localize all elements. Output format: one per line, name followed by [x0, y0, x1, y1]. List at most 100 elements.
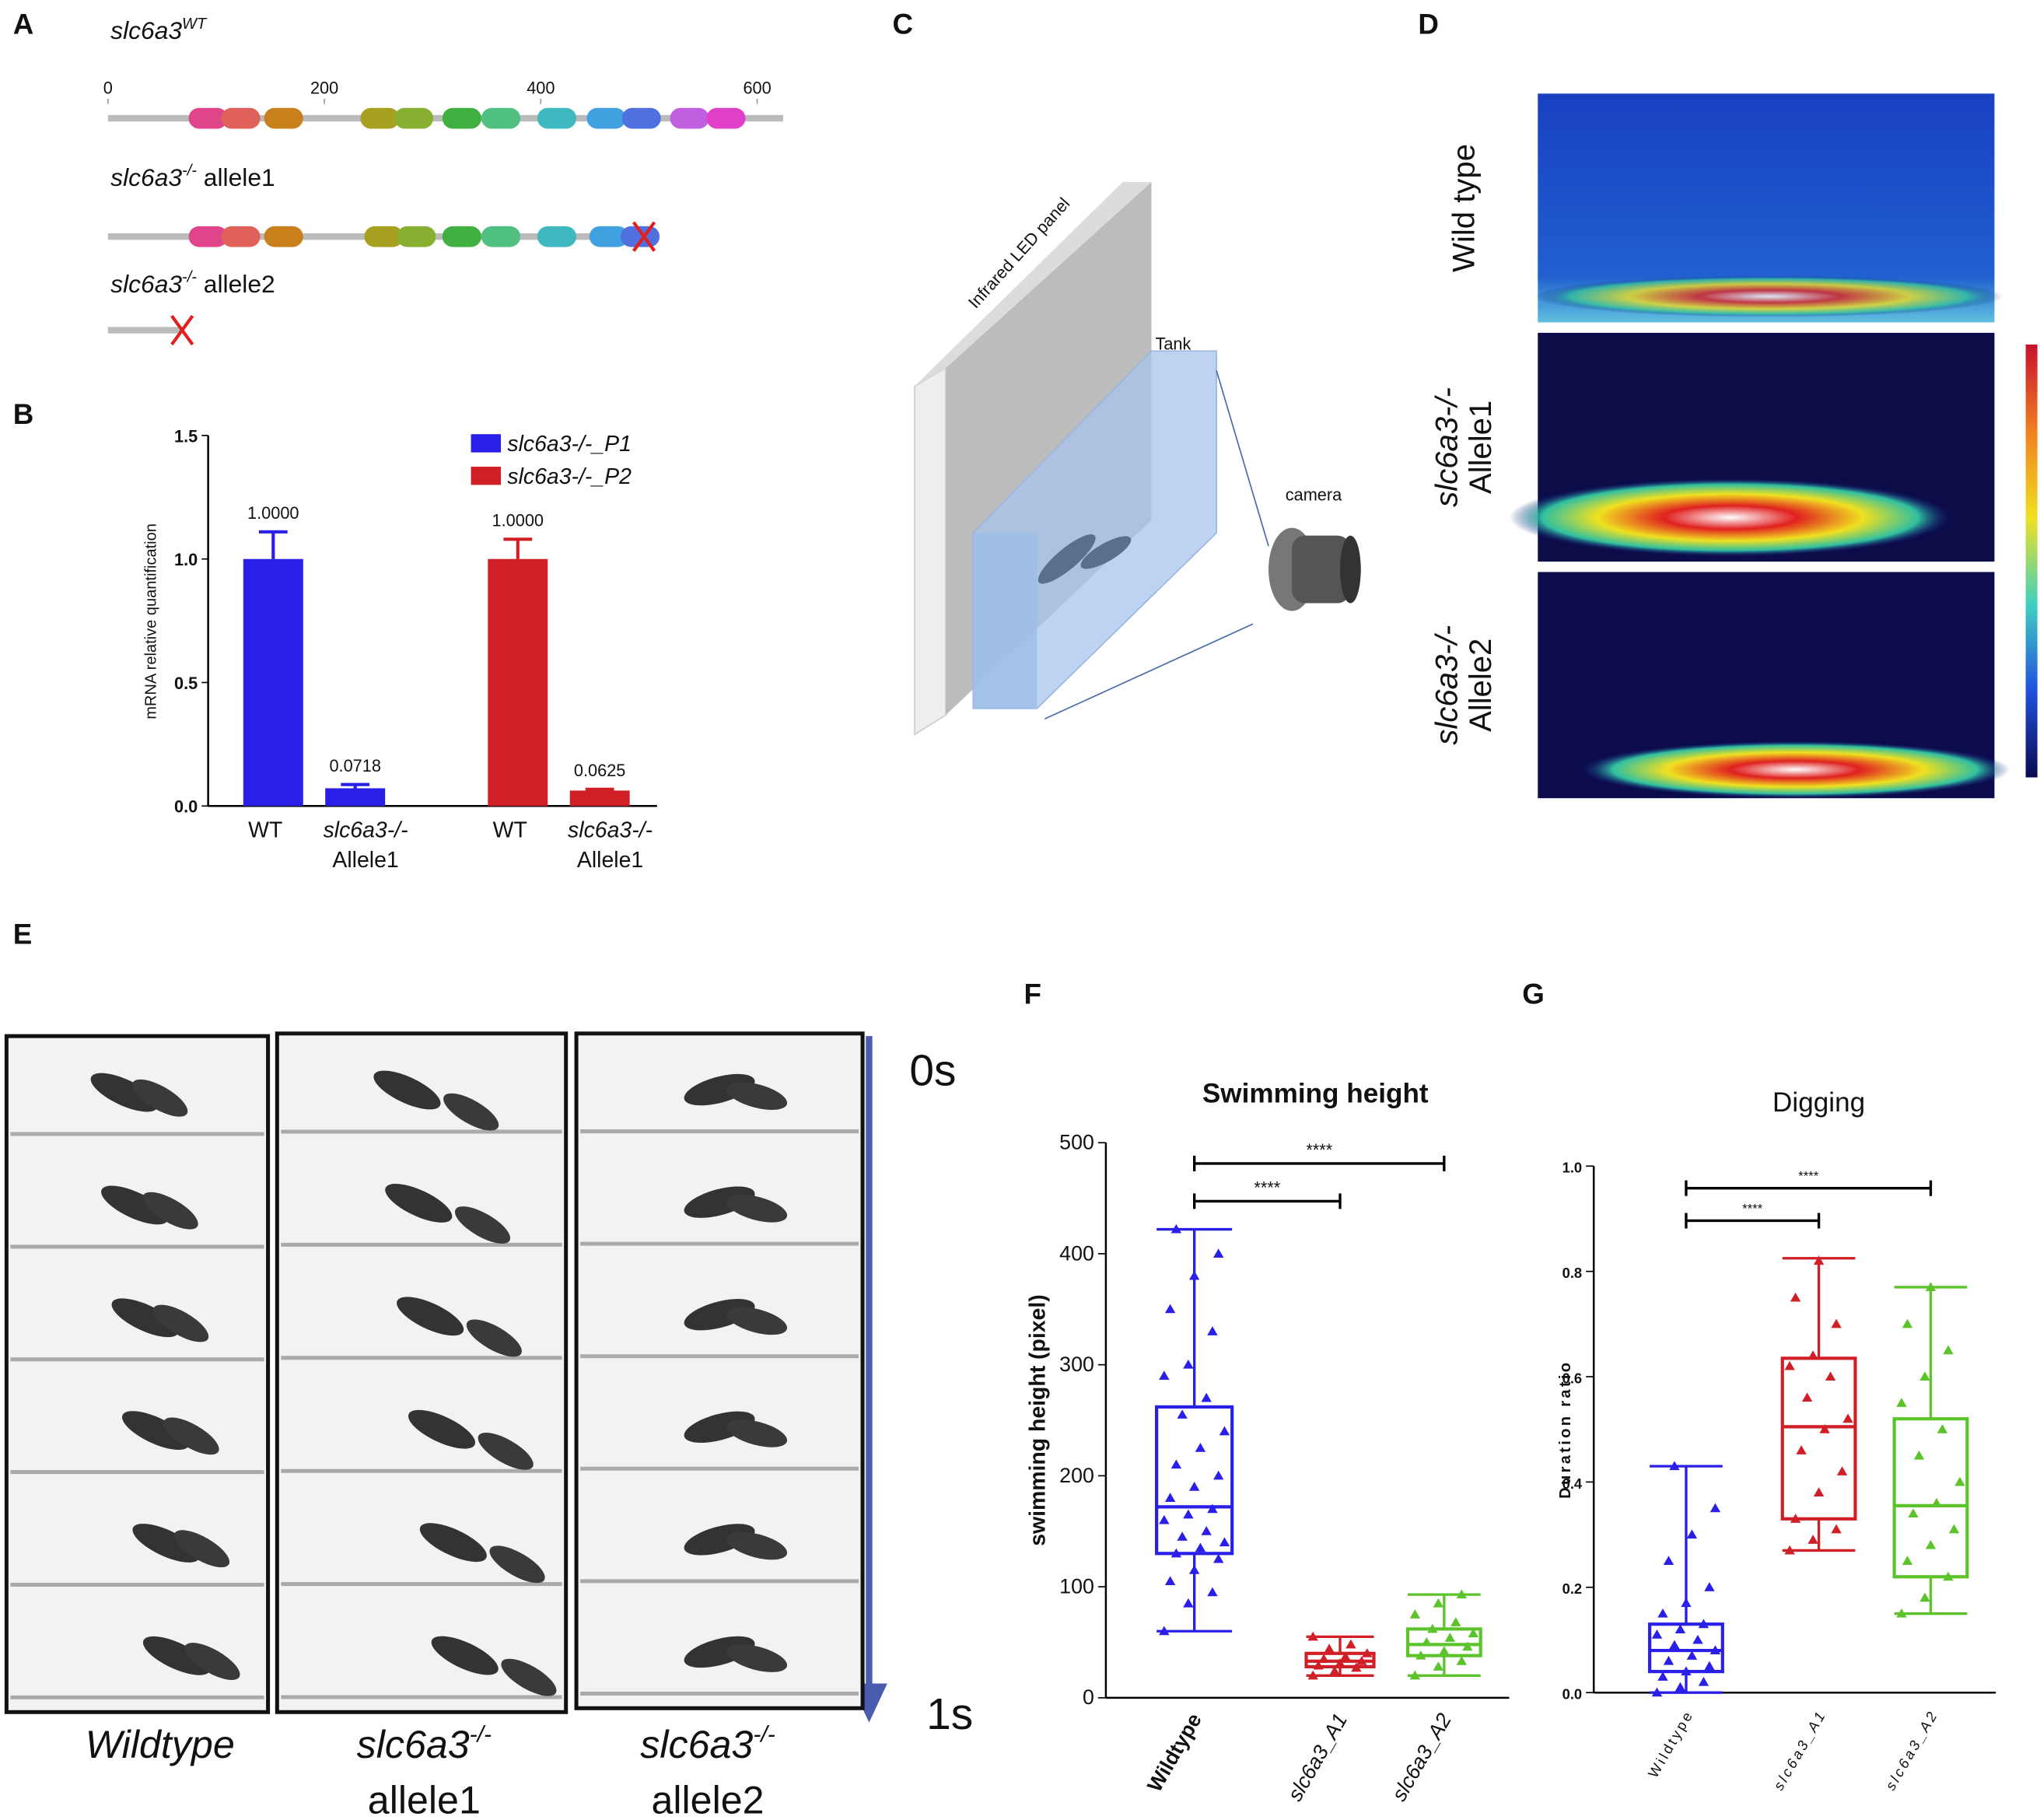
data-point: [1318, 1654, 1329, 1663]
y-tick-label: 1.5: [174, 426, 198, 446]
box: [1155, 1405, 1234, 1556]
domain: [537, 226, 577, 247]
data-point: [1831, 1318, 1842, 1328]
domain: [537, 107, 577, 129]
data-point: [1356, 1656, 1367, 1665]
genotype: -/-: [470, 1722, 492, 1748]
data-point: [1188, 1481, 1200, 1491]
data-point: [1681, 1666, 1692, 1676]
data-point: [1195, 1443, 1206, 1452]
fish: [478, 1432, 534, 1470]
fish: [111, 1298, 179, 1338]
fish: [373, 1070, 441, 1110]
x-tick-label: slc6a3_A1: [1283, 1710, 1352, 1805]
y-tick-label: 0.4: [1562, 1475, 1583, 1492]
fish: [163, 1417, 219, 1455]
data-point: [1159, 1370, 1170, 1380]
y-tick-label: 0: [1083, 1685, 1094, 1709]
data-point: [1704, 1582, 1715, 1591]
x-tick-label: slc6a3_A2: [1882, 1706, 1941, 1793]
fish: [1080, 536, 1132, 569]
data-point: [1669, 1640, 1680, 1650]
camera-lens: [1292, 535, 1351, 604]
x-tick-label: slc6a3-/-: [568, 817, 653, 842]
error-bar: [258, 530, 288, 559]
domain: [264, 226, 303, 247]
data-point: [1213, 1553, 1224, 1563]
heatmaps: [1509, 93, 2038, 799]
data-point: [1954, 1476, 1965, 1486]
row-label: slc6a3-/-: [1429, 387, 1464, 507]
data-point: [1183, 1598, 1194, 1608]
domain: [620, 226, 660, 247]
fish: [466, 1319, 522, 1357]
data-point: [1170, 1459, 1182, 1469]
data-point: [1183, 1509, 1194, 1519]
data-point: [1159, 1514, 1170, 1524]
y-tick-label: 200: [1059, 1464, 1094, 1487]
video-frames: 0s 1s Wildtype slc6a3-/-allele1slc6a3-/-a…: [4, 1031, 973, 1820]
data-point: [1462, 1641, 1473, 1651]
tank-front: [973, 533, 1037, 709]
data-point: [1836, 1466, 1848, 1475]
x-tick-label: WT: [493, 817, 527, 842]
colorbar: [2025, 344, 2038, 778]
fish: [684, 1411, 755, 1443]
view-line: [1044, 623, 1254, 720]
fish: [142, 1192, 198, 1230]
gene-name: slc6a3: [640, 1723, 753, 1766]
x-tick-label: Allele1: [577, 848, 643, 873]
fish: [443, 1093, 499, 1131]
box: [1648, 1622, 1724, 1674]
data-point: [1896, 1398, 1907, 1407]
data-point: [1686, 1650, 1698, 1660]
domain: [481, 226, 521, 247]
data-point: [1896, 1608, 1907, 1618]
data-point: [1819, 1424, 1830, 1433]
track-label: slc6a3-/- allele2: [110, 269, 275, 298]
legend-label: slc6a3-/-_P1: [507, 432, 632, 457]
data-point: [1902, 1556, 1913, 1565]
data-point: [1674, 1624, 1686, 1633]
domain: [188, 107, 228, 129]
x-tick-label: WT: [248, 817, 282, 842]
y-tick-label: 1.0: [174, 550, 198, 569]
data-point: [1663, 1556, 1674, 1565]
bar: [569, 790, 630, 807]
data-point: [1427, 1623, 1438, 1633]
significance-label: ****: [1742, 1201, 1763, 1216]
data-point: [1908, 1508, 1919, 1518]
data-point: [1183, 1359, 1194, 1369]
data-point: [1307, 1631, 1318, 1641]
tank-label: Tank: [1155, 334, 1191, 354]
data-point: [1207, 1326, 1218, 1335]
setup-diagram: Infrared LED panel Tank camera: [914, 182, 1361, 736]
fish: [726, 1644, 788, 1672]
column-label: slc6a3-/-: [640, 1722, 775, 1766]
axis-tick-label: 400: [527, 78, 555, 97]
gene-name: slc6a3: [357, 1723, 470, 1766]
fish: [726, 1082, 788, 1111]
domain: [586, 107, 626, 129]
box: [1780, 1356, 1857, 1521]
y-tick-label: 400: [1059, 1241, 1094, 1265]
y-tick-label: 300: [1059, 1353, 1094, 1376]
data-point: [1170, 1223, 1182, 1234]
data-point: [1164, 1493, 1176, 1502]
data-point: [1784, 1545, 1795, 1555]
data-point: [1188, 1565, 1200, 1574]
data-point: [1919, 1371, 1930, 1381]
genotype: WT: [182, 16, 208, 33]
y-axis-label: mRNA relative quantification: [143, 523, 160, 719]
data-point: [1207, 1503, 1218, 1514]
fish: [142, 1636, 210, 1675]
fish: [90, 1073, 158, 1112]
legend-swatch: [471, 467, 502, 485]
data-point: [1201, 1526, 1212, 1535]
data-point: [1324, 1643, 1335, 1654]
column-label-line2: allele2: [651, 1779, 764, 1820]
x-tick-label: Wildtype: [1142, 1710, 1206, 1796]
frame: [574, 1031, 865, 1710]
data-point: [1213, 1248, 1224, 1258]
domain: [264, 107, 303, 129]
